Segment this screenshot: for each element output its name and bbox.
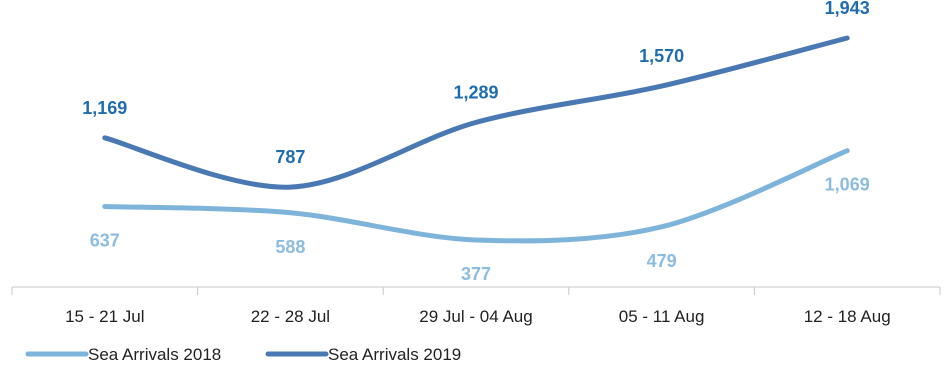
tick-layer: 15 - 21 Jul 22 - 28 Jul 29 Jul - 04 Aug 05 … [65,307,891,326]
series-0-line [102,148,850,244]
axis-layer [11,286,941,295]
series-1-data-label: 1,169 [82,98,127,118]
x-tick-label: 15 - 21 Jul [65,307,144,326]
x-tick-label: 22 - 28 Jul [251,307,330,326]
series-layer [102,35,850,244]
series-1-data-label: 1,943 [825,0,870,18]
label-layer: 637 588 377 479 1,069 1,169 787 1,289 1,570 1,943 [82,0,869,284]
legend-label: Sea Arrivals 2018 [88,345,221,364]
x-tick-label: 05 - 11 Aug [619,307,705,326]
legend: Sea Arrivals 2018 Sea Arrivals 2019 [25,345,461,364]
legend-label: Sea Arrivals 2019 [328,345,461,364]
x-tick-label: 29 Jul - 04 Aug [419,307,532,326]
series-0-data-label: 479 [647,251,677,271]
series-0-data-label: 377 [461,264,491,284]
series-1-data-label: 1,570 [639,46,684,66]
series-0-data-label: 1,069 [825,175,870,195]
series-1-data-label: 1,289 [453,82,498,102]
series-0-data-label: 637 [90,230,120,250]
series-0-data-label: 588 [275,237,305,257]
x-tick-label: 12 - 18 Aug [804,307,891,326]
series-1-data-label: 787 [275,147,305,167]
series-1-line [102,35,850,190]
